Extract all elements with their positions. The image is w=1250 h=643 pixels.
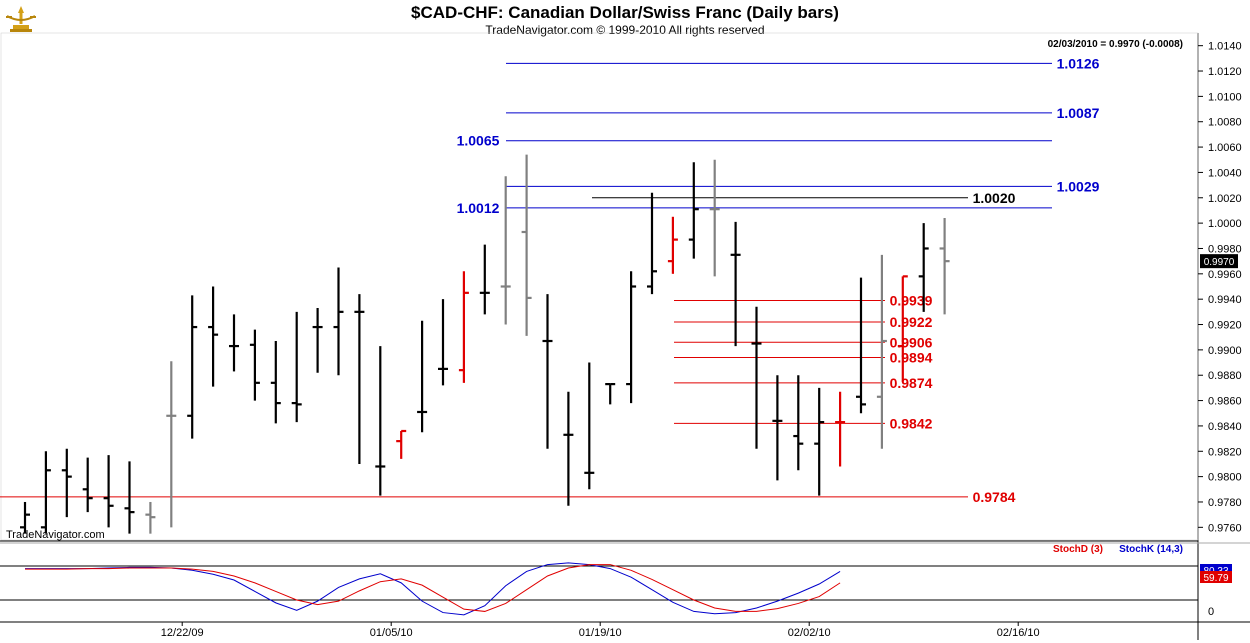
y-tick-label: 0.9900 [1208,345,1242,357]
level-label-0.9874: 0.9874 [890,375,933,391]
legend-stochd: StochD (3) [1053,544,1103,555]
level-label-1.0029: 1.0029 [1057,178,1100,194]
x-tick-label: 01/19/10 [579,627,622,639]
stoch-value-label: 59.79 [1203,573,1228,584]
y-tick-label: 0.9960 [1208,269,1242,281]
level-label-1.0087: 1.0087 [1057,105,1100,121]
level-label-0.9784: 0.9784 [973,489,1016,505]
price-readout: 02/03/2010 = 0.9970 (-0.0008) [1048,39,1183,50]
stoch-line-k [25,562,841,616]
trade-navigator-logo-icon [6,6,36,32]
y-tick-label: 1.0000 [1208,218,1242,230]
y-tick-label: 0.9920 [1208,320,1242,332]
watermark: TradeNavigator.com [6,529,105,541]
y-tick-label: 0.9860 [1208,396,1242,408]
level-label-0.9922: 0.9922 [890,314,933,330]
chart-subtitle: TradeNavigator.com © 1999-2010 All right… [485,23,765,37]
y-tick-label: 1.0040 [1208,167,1242,179]
level-label-0.9906: 0.9906 [890,334,933,350]
level-label-0.9894: 0.9894 [890,349,933,365]
y-tick-label: 0.9880 [1208,370,1242,382]
stoch-value-badge [1200,571,1232,583]
y-tick-label: 0.9940 [1208,294,1242,306]
level-label-1.0126: 1.0126 [1057,55,1100,71]
y-tick-label: 0.9800 [1208,472,1242,484]
y-tick-label: 1.0060 [1208,142,1242,154]
y-tick-label: 0.9760 [1208,522,1242,534]
y-tick-label: 0.9840 [1208,421,1242,433]
chart-title: $CAD-CHF: Canadian Dollar/Swiss Franc (D… [411,3,839,22]
level-label-1.0012: 1.0012 [457,200,500,216]
x-tick-label: 12/22/09 [161,627,204,639]
y-tick-label: 1.0080 [1208,117,1242,129]
stoch-line-d [25,564,841,612]
y-tick-label: 1.0120 [1208,66,1242,78]
level-label-0.9842: 0.9842 [890,415,933,431]
legend-stochk: StochK (14,3) [1119,544,1183,555]
x-tick-label: 02/02/10 [788,627,831,639]
y-tick-label: 0.9820 [1208,446,1242,458]
level-label-0.9939: 0.9939 [890,292,933,308]
plot-frame [0,32,1199,541]
last-price-label: 0.9970 [1204,257,1235,268]
plot-layer: 1.0140 1.0120 1.0100 1.0080 1.0060 1.0040 1.00… [0,32,1250,640]
y-tick-label: 1.0140 [1208,41,1242,53]
stoch-zero-label: 0 [1208,606,1214,618]
x-tick-label: 01/05/10 [370,627,413,639]
y-tick-label: 1.0100 [1208,91,1242,103]
level-label-1.0065: 1.0065 [457,133,500,149]
y-tick-label: 0.9980 [1208,243,1242,255]
y-tick-label: 0.9780 [1208,497,1242,509]
level-label-1.0020: 1.0020 [973,190,1016,206]
y-tick-label: 1.0020 [1208,193,1242,205]
last-price-badge [1200,254,1238,269]
x-tick-label: 02/16/10 [997,627,1040,639]
